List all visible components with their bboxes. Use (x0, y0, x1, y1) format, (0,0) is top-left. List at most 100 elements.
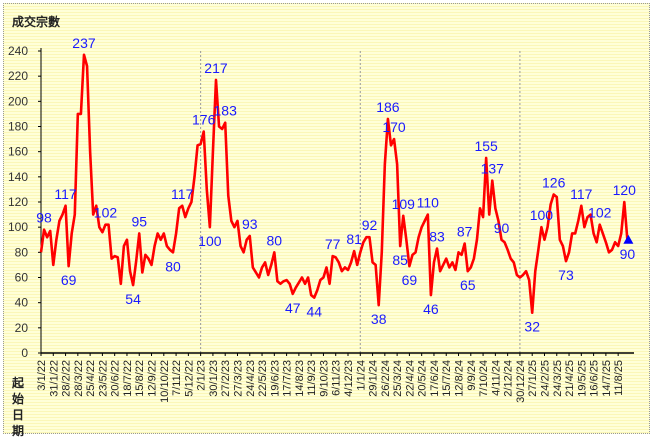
x-tick-label: 23/5/22 (97, 360, 109, 397)
data-label: 100 (198, 233, 222, 249)
x-tick-label: 12/8/24 (454, 360, 466, 397)
x-tick-label: 22/4/24 (404, 360, 416, 397)
data-label: 80 (267, 232, 283, 248)
x-tick-label: 21/4/25 (564, 360, 576, 397)
y-tick-label: 240 (8, 44, 28, 58)
x-tick-label: 12/9/22 (147, 360, 159, 397)
data-label: 73 (558, 267, 574, 283)
y-tick-label: 40 (15, 296, 29, 310)
data-label: 117 (54, 186, 77, 202)
x-tick-label: 2/12/24 (503, 360, 515, 397)
data-label: 237 (72, 35, 96, 51)
data-label: 102 (588, 205, 612, 221)
y-tick-label: 160 (8, 145, 28, 159)
x-tick-label: 26/2/24 (380, 360, 392, 397)
x-tick-label: 24/2/25 (539, 360, 551, 397)
data-label: 93 (242, 216, 258, 232)
x-tick-label: 27/3/23 (232, 360, 244, 397)
y-tick-label: 140 (8, 170, 28, 184)
data-label: 85 (392, 252, 408, 268)
x-tick-label: 7/10/24 (478, 360, 490, 397)
x-tick-label: 30/12/24 (515, 360, 527, 403)
data-label: 183 (214, 103, 238, 119)
x-tick-label: 29/1/24 (368, 360, 380, 397)
x-tick-label: 17/6/24 (429, 360, 441, 397)
x-tick-label: 16/6/25 (589, 360, 601, 397)
data-label: 110 (417, 195, 440, 211)
x-tick-label: 22/5/23 (257, 360, 269, 397)
x-tick-label: 20/5/24 (417, 360, 429, 397)
x-tick-label: 28/3/22 (73, 360, 85, 397)
data-label: 77 (325, 236, 341, 252)
data-label: 38 (371, 311, 387, 327)
y-tick-label: 220 (8, 69, 28, 83)
series-line (39, 53, 629, 315)
x-tick-label: 5/12/22 (183, 360, 195, 397)
x-axis-title: 起始 日期 (12, 375, 28, 439)
y-tick-label: 0 (21, 346, 28, 360)
x-tick-label: 25/3/24 (392, 360, 404, 397)
x-tick-label: 30/1/23 (208, 360, 220, 397)
data-label: 120 (613, 182, 637, 198)
x-tick-label: 1/1/24 (355, 360, 367, 391)
y-tick-label: 180 (8, 120, 28, 134)
data-label: 109 (392, 196, 416, 212)
data-label: 54 (125, 291, 141, 307)
x-axis-title-line-1: 起始 (12, 376, 25, 406)
data-label: 117 (570, 186, 593, 202)
data-label: 90 (620, 246, 636, 262)
x-tick-label: 14/8/23 (294, 360, 306, 397)
data-label: 126 (542, 174, 566, 190)
data-label: 69 (402, 272, 418, 288)
x-tick-label: 9/10/23 (318, 360, 330, 397)
x-tick-label: 15/8/22 (134, 360, 146, 397)
x-tick-label: 24/3/25 (552, 360, 564, 397)
x-axis-title-line-2: 日期 (12, 408, 25, 438)
last-point-triangle-marker (623, 234, 634, 244)
data-label: 217 (204, 60, 228, 76)
x-tick-label: 19/5/25 (576, 360, 588, 397)
x-tick-label: 28/2/22 (61, 360, 73, 397)
x-tick-label: 6/11/23 (331, 360, 343, 396)
x-tick-label: 9/9/24 (466, 360, 478, 391)
x-tick-label: 27/1/25 (527, 360, 539, 397)
x-tick-label: 15/7/24 (441, 360, 453, 397)
y-tick-label: 20 (15, 321, 29, 335)
x-tick-label: 27/2/23 (220, 360, 232, 397)
x-tick-label: 10/10/22 (159, 360, 171, 403)
data-label: 47 (285, 300, 301, 316)
x-tick-label: 25/4/22 (85, 360, 97, 397)
data-label: 44 (306, 304, 322, 320)
data-label: 92 (362, 217, 378, 233)
x-tick-label: 20/6/22 (110, 360, 122, 397)
y-tick-label: 80 (15, 245, 29, 259)
data-label: 87 (457, 224, 473, 240)
x-tick-label: 24/4/23 (245, 360, 257, 397)
x-tick-label: 3/1/22 (36, 360, 48, 391)
x-tick-label: 19/6/23 (269, 360, 281, 397)
data-label: 65 (460, 277, 476, 293)
data-label: 81 (346, 231, 362, 247)
chart-frame: 成交宗數 起始 日期 (3, 3, 650, 438)
data-label: 176 (192, 112, 216, 128)
data-label: 186 (376, 99, 400, 115)
x-tick-label: 2/1/23 (196, 360, 208, 391)
data-label: 100 (530, 207, 554, 223)
data-label: 90 (494, 220, 510, 236)
x-tick-label: 11/9/23 (306, 360, 318, 396)
data-label: 170 (382, 119, 406, 135)
x-tick-label: 17/7/23 (282, 360, 294, 397)
y-tick-label: 200 (8, 94, 28, 108)
data-label: 137 (481, 161, 505, 177)
chart-title: 成交宗數 (12, 15, 61, 29)
data-label: 46 (423, 301, 439, 317)
data-label: 32 (524, 319, 540, 335)
data-label: 95 (131, 213, 147, 229)
data-label: 69 (61, 272, 77, 288)
data-label: 83 (429, 229, 445, 245)
x-tick-label: 18/7/22 (122, 360, 134, 397)
y-tick-label: 100 (8, 220, 28, 234)
x-tick-label: 31/1/22 (48, 360, 60, 397)
y-tick-label: 60 (15, 271, 29, 285)
